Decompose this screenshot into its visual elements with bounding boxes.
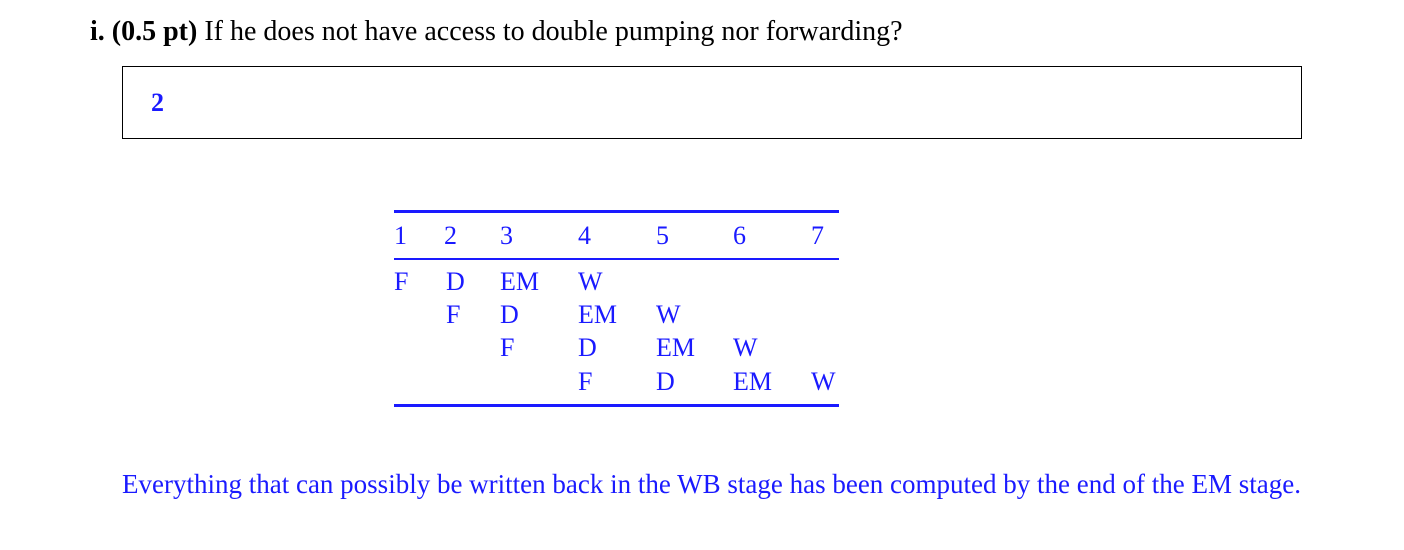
- table-cell: F: [446, 300, 461, 329]
- explanation-text: Everything that can possibly be written …: [122, 469, 1301, 499]
- table-cell: EM: [656, 333, 695, 362]
- table-top-rule: [394, 210, 839, 213]
- pipeline-table: 1 2 3 4 5 6 7 F D EM W F D EM W F D EM W…: [394, 210, 839, 408]
- answer-value: 2: [151, 88, 164, 117]
- table-cell: EM: [733, 367, 772, 396]
- table-header-cell: 7: [811, 221, 824, 250]
- table-cell: EM: [500, 267, 539, 296]
- table-header-cell: 5: [656, 221, 669, 250]
- table-header-cell: 2: [444, 221, 457, 250]
- table-cell: D: [500, 300, 519, 329]
- table-cell: D: [578, 333, 597, 362]
- table-header-cell: 4: [578, 221, 591, 250]
- table-cell: W: [578, 267, 603, 296]
- table-header-rule: [394, 258, 839, 260]
- table-cell: F: [500, 333, 515, 362]
- table-cell: W: [733, 333, 758, 362]
- question-text-line: i. (0.5 pt) If he does not have access t…: [90, 14, 903, 50]
- question-label: i. (0.5 pt): [90, 16, 198, 47]
- table-cell: EM: [578, 300, 617, 329]
- question-body: If he does not have access to double pum…: [204, 16, 903, 47]
- table-cell: F: [578, 367, 593, 396]
- table-cell: D: [656, 367, 675, 396]
- table-header-cell: 3: [500, 221, 513, 250]
- table-bottom-rule: [394, 404, 839, 407]
- table-cell: D: [446, 267, 465, 296]
- table-header-cell: 6: [733, 221, 746, 250]
- answer-box: 2: [122, 66, 1302, 139]
- table-cell: W: [656, 300, 681, 329]
- table-header-cell: 1: [394, 221, 407, 250]
- table-cell: F: [394, 267, 409, 296]
- table-cell: W: [811, 367, 836, 396]
